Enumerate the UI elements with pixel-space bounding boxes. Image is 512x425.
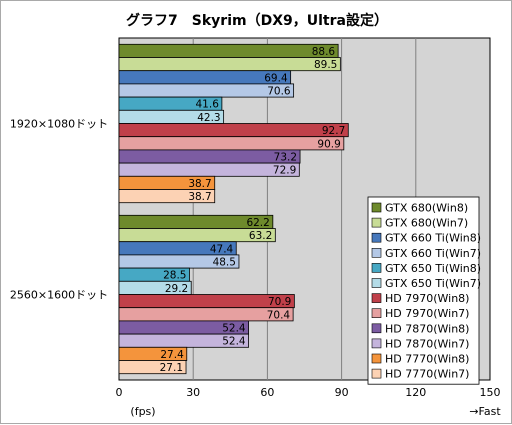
bar — [118, 136, 345, 151]
x-tick-label: 150 — [480, 386, 501, 399]
bar-value-label: 41.6 — [196, 99, 220, 111]
bar-value-label: 27.1 — [160, 362, 183, 374]
bar-value-label: 47.4 — [210, 243, 234, 255]
bar — [118, 57, 341, 72]
bar-value-label: 62.2 — [246, 217, 269, 229]
legend-swatch — [371, 263, 382, 273]
legend-label: GTX 650 Ti(Win8) — [385, 262, 481, 275]
x-tick-label: 0 — [116, 386, 123, 399]
legend-label: GTX 660 Ti(Win7) — [385, 247, 481, 260]
bar-value-label: 63.2 — [249, 230, 272, 242]
bar-value-label: 38.7 — [188, 178, 211, 190]
legend-label: GTX 650 Ti(Win7) — [385, 277, 481, 290]
bar-value-label: 52.4 — [222, 323, 246, 335]
x-axis-label: (fps) — [130, 405, 155, 418]
x-tick-label: 60 — [260, 386, 274, 399]
bar-value-label: 72.9 — [273, 165, 296, 177]
bar-value-label: 42.3 — [197, 112, 220, 124]
bar — [118, 43, 339, 58]
legend-box — [367, 196, 480, 385]
legend-swatch — [371, 338, 382, 349]
legend-label: GTX 680(Win8) — [385, 202, 468, 215]
bar-value-label: 29.2 — [165, 283, 188, 295]
legend-label: GTX 660 Ti(Win8) — [385, 232, 481, 245]
legend-label: HD 7770(Win7) — [385, 368, 469, 381]
legend-label: HD 7870(Win8) — [385, 322, 469, 335]
x-axis-direction-note: →Fast — [469, 405, 501, 418]
bar-value-label: 70.4 — [267, 309, 291, 321]
bar-value-label: 27.4 — [160, 349, 184, 361]
x-tick-label: 120 — [405, 386, 426, 399]
legend-swatch — [371, 353, 382, 364]
legend-label: HD 7970(Win7) — [385, 307, 469, 320]
x-tick-label: 90 — [335, 386, 349, 399]
bar-value-label: 28.5 — [163, 270, 186, 282]
legend-label: HD 7770(Win8) — [385, 353, 469, 366]
legend-swatch — [371, 323, 382, 334]
legend-swatch — [371, 202, 382, 213]
bar-value-label: 52.4 — [222, 336, 246, 348]
bar-value-label: 90.9 — [317, 138, 340, 150]
bar-value-label: 70.6 — [267, 86, 291, 98]
legend-swatch — [371, 293, 382, 303]
legend-swatch — [371, 232, 382, 243]
category-label: 1920×1080ドット — [10, 118, 108, 131]
bar-value-label: 48.5 — [213, 257, 236, 269]
bar-value-label: 88.6 — [312, 46, 336, 58]
legend-swatch — [371, 248, 382, 258]
x-tick-label: 30 — [186, 386, 200, 399]
bar-value-label: 70.9 — [268, 296, 291, 308]
category-label: 2560×1600ドット — [10, 289, 108, 302]
legend-label: GTX 680(Win7) — [385, 217, 468, 230]
bar-value-label: 38.7 — [188, 191, 211, 203]
bar — [118, 123, 349, 138]
legend-swatch — [371, 308, 382, 319]
bar-value-label: 92.7 — [322, 125, 345, 137]
legend-label: HD 7970(Win8) — [385, 292, 469, 305]
bar — [118, 360, 187, 375]
chart-title: グラフ7 Skyrim（DX9，Ultra設定） — [126, 12, 388, 29]
legend-swatch — [371, 368, 382, 379]
legend-label: HD 7870(Win7) — [385, 337, 469, 350]
legend-swatch — [371, 278, 382, 288]
legend-swatch — [371, 217, 382, 228]
bar-value-label: 89.5 — [314, 59, 337, 71]
bar-value-label: 73.2 — [274, 152, 297, 164]
bar-value-label: 69.4 — [264, 72, 288, 84]
bar — [118, 189, 216, 204]
